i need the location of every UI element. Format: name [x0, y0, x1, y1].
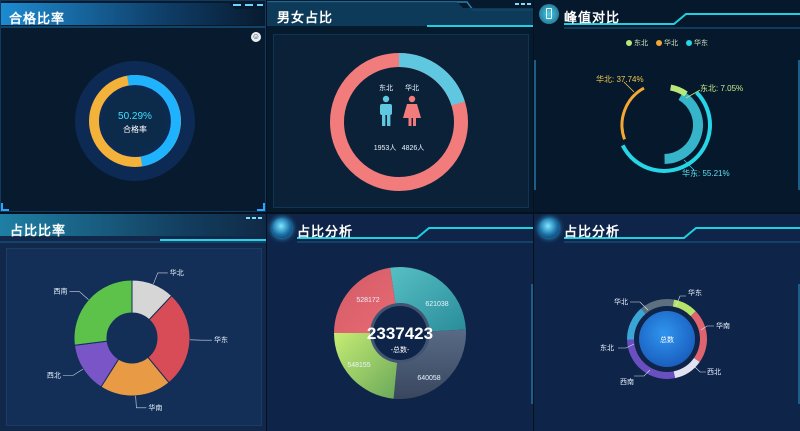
panel1-title: 合格比率 — [9, 11, 66, 26]
value-label-1: 528172 — [356, 297, 379, 304]
peak-arc-northeast — [669, 84, 688, 97]
peak-label-north: 华北: 37.74% — [596, 74, 644, 84]
male-count: 1953人 — [374, 144, 397, 152]
total-value: 2337423 — [367, 324, 433, 343]
panel3-side-line-left — [534, 60, 536, 190]
phone-icon — [539, 4, 559, 24]
ring-male — [398, 53, 465, 106]
panel-gender-ratio: 男女占比 东北 华北 1953人 4826人 — [267, 0, 533, 212]
panel-peak-compare: 峰值对比 东北 华北 华东 华北: 37.74% 东北: 7.05% 华东: 5… — [534, 0, 800, 212]
ring-center-label: 总数 — [660, 335, 674, 344]
female-count: 4826人 — [402, 144, 425, 152]
panel1-header-bg — [1, 3, 265, 28]
donut-leader-line — [69, 291, 89, 300]
panel-share-analysis-a: 占比分析 2337423 -总数- 528172 621038 548155 6… — [267, 214, 533, 431]
donut-label: 西北 — [47, 372, 61, 380]
total-donut-slice — [334, 333, 398, 399]
region-ring-slice — [672, 299, 696, 317]
panel1-corner-marks — [1, 203, 9, 211]
panel-share-ratio: 占比比率 华北华东华南 西北 西南 — [0, 214, 266, 431]
peak-label-northeast: 东北: 7.05% — [700, 83, 743, 93]
legend-item-northeast[interactable]: 东北 — [626, 40, 648, 47]
male-person-icon — [380, 95, 392, 126]
male-label: 东北 — [379, 83, 393, 92]
panel6-header-bg — [564, 227, 800, 243]
panel3-title: 峰值对比 — [564, 10, 621, 25]
peak-label-east: 华东: 55.21% — [682, 168, 730, 178]
peak-ring-chart: 华北: 37.74% 东北: 7.05% 华东: 55.21% — [596, 74, 743, 178]
donut-leader-line — [153, 272, 168, 285]
peak-arc-north — [620, 86, 645, 140]
region-ring-slice — [673, 358, 700, 379]
donut-label: 华南 — [148, 403, 162, 412]
panel6-side-line — [798, 284, 800, 404]
region-ring-slice — [641, 299, 674, 314]
peak-legend: 东北 华北 华东 — [534, 38, 800, 48]
panel2-title: 男女占比 — [277, 10, 334, 25]
panel1-corner-marks-right — [257, 203, 265, 211]
region-ring-slice — [627, 308, 646, 340]
value-label-4: 640058 — [417, 375, 440, 382]
total-donut-slice — [334, 267, 396, 333]
gauge-percent-label: 50.29% — [118, 111, 152, 122]
gauge-arc-blue — [127, 75, 181, 167]
ring-label-east: 华东 — [688, 288, 702, 297]
panel2-header-bg — [267, 1, 533, 27]
ring-label-northeast: 东北 — [600, 343, 614, 352]
panel3-side-line — [798, 60, 800, 190]
region-ring-chart: 总数 华东 华南 西北 西南 东北 华北 — [600, 288, 730, 386]
orb-icon — [272, 218, 292, 238]
donut-leader-line — [135, 395, 147, 409]
donut-label: 西南 — [53, 287, 67, 296]
total-caption: -总数- — [391, 345, 410, 354]
legend-item-east[interactable]: 华东 — [685, 40, 708, 47]
donut-label: 华东 — [214, 335, 228, 344]
panel5-side-line — [531, 284, 533, 404]
ring-label-southwest: 西南 — [620, 377, 634, 386]
donut-leader-line — [62, 368, 84, 376]
panel6-title: 占比分析 — [564, 224, 621, 239]
donut-label: 华北 — [170, 268, 184, 277]
panel4-title: 占比比率 — [10, 223, 67, 238]
orb-icon — [539, 218, 559, 238]
gauge-caption: 合格率 — [123, 124, 147, 134]
value-label-2: 621038 — [425, 301, 448, 308]
legend-item-north[interactable]: 华北 — [656, 40, 678, 47]
smile-icon[interactable]: ☺ — [251, 32, 261, 42]
panel4-header-bg — [0, 214, 266, 243]
panel-share-analysis-b: 占比分析 总数 华东 华南 西北 西南 东北 华北 — [534, 214, 800, 431]
peak-arc-east — [620, 91, 712, 173]
panel5-header-bg — [297, 227, 533, 243]
female-label: 华北 — [405, 83, 419, 92]
female-person-icon — [403, 95, 421, 126]
region-ring-slice — [690, 311, 707, 363]
value-label-3: 548155 — [347, 362, 370, 369]
total-donut-slice — [393, 329, 466, 399]
gender-ring-chart: 东北 华北 1953人 4826人 — [330, 53, 468, 191]
panel3-header-bg — [564, 13, 800, 29]
total-donut-chart: 2337423 -总数- 528172 621038 548155 640058 — [334, 267, 466, 399]
panel5-title: 占比分析 — [297, 224, 354, 239]
total-donut-slice — [390, 267, 466, 332]
panel-qualified-ratio: 合格比率 ☺ 50.29% 合格率 — [0, 0, 266, 212]
gauge-chart: 50.29% 合格率 — [75, 61, 195, 181]
region-ring-slice — [627, 339, 676, 379]
peak-arc-east-inner — [664, 91, 703, 164]
ring-label-northwest: 西北 — [707, 368, 721, 376]
ring-label-north: 华北 — [614, 297, 628, 306]
ring-label-south: 华南 — [716, 321, 730, 330]
